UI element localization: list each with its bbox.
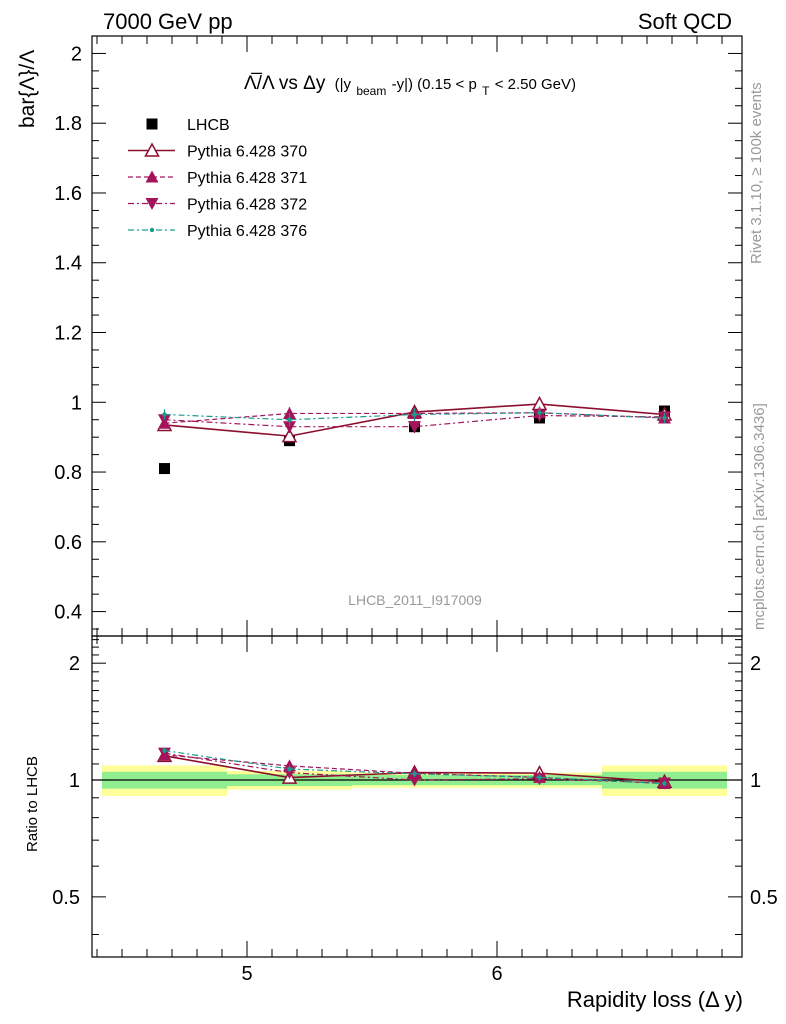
ratio-tick-label-right: 2 [750,653,761,675]
legend-label: Pythia 6.428 371 [187,170,307,187]
legend-item: LHCB [146,117,230,134]
legend-marker [144,142,160,157]
data-point [537,410,542,415]
y-axis-label: bar{Λ}/Λ [16,50,39,128]
x-axis-label: Rapidity loss (Δ y) [567,987,743,1012]
ratio-series-4 [162,747,667,787]
ratio-point [662,781,667,786]
ratio-point [287,766,292,772]
ratio-line [164,752,665,784]
y-tick-label: 1.6 [54,183,82,205]
ratio-tick-label-right: 1 [750,770,761,792]
y-tick-label: 0.4 [54,602,82,624]
series-4 [162,406,667,426]
ratio-point [283,767,296,780]
title-sub2: T [482,84,490,98]
legend-marker [145,170,159,183]
title-sub1: beam [356,84,386,98]
data-point [159,463,170,475]
ratio-point [162,748,167,753]
legend-label: Pythia 6.428 370 [187,144,307,161]
title-part3: < 2.50 GeV) [495,76,576,93]
legend-item: Pythia 6.428 372 [128,197,307,214]
y-tick-label: 0.6 [54,532,82,554]
data-point [283,406,296,419]
ratio-y-axis-label: Ratio to LHCB [24,756,41,852]
y-tick-label: 1.2 [54,323,82,345]
x-tick-label: 5 [241,963,252,985]
analysis-watermark: LHCB_2011_I917009 [348,592,482,608]
data-point [408,421,421,434]
y-tick-label: 0.8 [54,462,82,484]
ratio-tick-label: 1 [69,770,80,792]
header-right-label: Soft QCD [638,9,732,34]
ratio-tick-label-right: 0.5 [750,887,778,909]
plot-title: Λ̅/Λ vs Δy (|y beam -y|) (0.15 < p T < 2… [244,73,576,100]
title-part1: (|y [335,76,352,93]
data-point [287,417,292,422]
data-point [162,412,167,417]
ratio-tick-label: 0.5 [52,887,80,909]
legend-item: Pythia 6.428 371 [128,170,307,187]
ratio-tick-label: 2 [69,653,80,675]
title-main: Λ̅/Λ vs Δy [244,73,326,94]
legend: LHCB Pythia 6.428 370 Pythia 6.428 371 Pyth… [128,117,307,240]
side-labels: Rivet 3.1.10, ≥ 100k events mcplots.cern… [748,82,768,630]
x-tick-label: 6 [491,963,502,985]
legend-marker [146,118,158,130]
ratio-point [537,775,542,780]
data-point [281,428,298,443]
mcplots-label: mcplots.cern.ch [arXiv:1306.3436] [751,403,768,630]
ratio-point [412,771,417,777]
data-point [283,421,296,434]
title-part2: -y|) (0.15 < p [392,76,477,93]
series-line [164,412,665,421]
y-tick-label: 1.8 [54,113,82,135]
data-point [662,415,667,421]
rivet-label: Rivet 3.1.10, ≥ 100k events [748,82,765,264]
ratio-point [408,774,421,787]
header-left-label: 7000 GeV pp [103,9,233,34]
data-point [158,414,171,427]
legend-label: Pythia 6.428 376 [187,223,307,240]
legend-item: Pythia 6.428 370 [128,142,307,161]
y-tick-label: 1 [71,392,82,414]
legend-label: Pythia 6.428 372 [187,197,307,214]
legend-item: Pythia 6.428 376 [128,223,307,240]
ratio-line [164,749,665,785]
y-tick-label: 2 [71,43,82,65]
legend-marker [149,227,155,233]
data-point [412,412,417,417]
legend-marker [145,198,159,210]
y-tick-label: 1.4 [54,253,82,275]
legend-label: LHCB [187,117,230,134]
ratio-frame [91,635,743,958]
